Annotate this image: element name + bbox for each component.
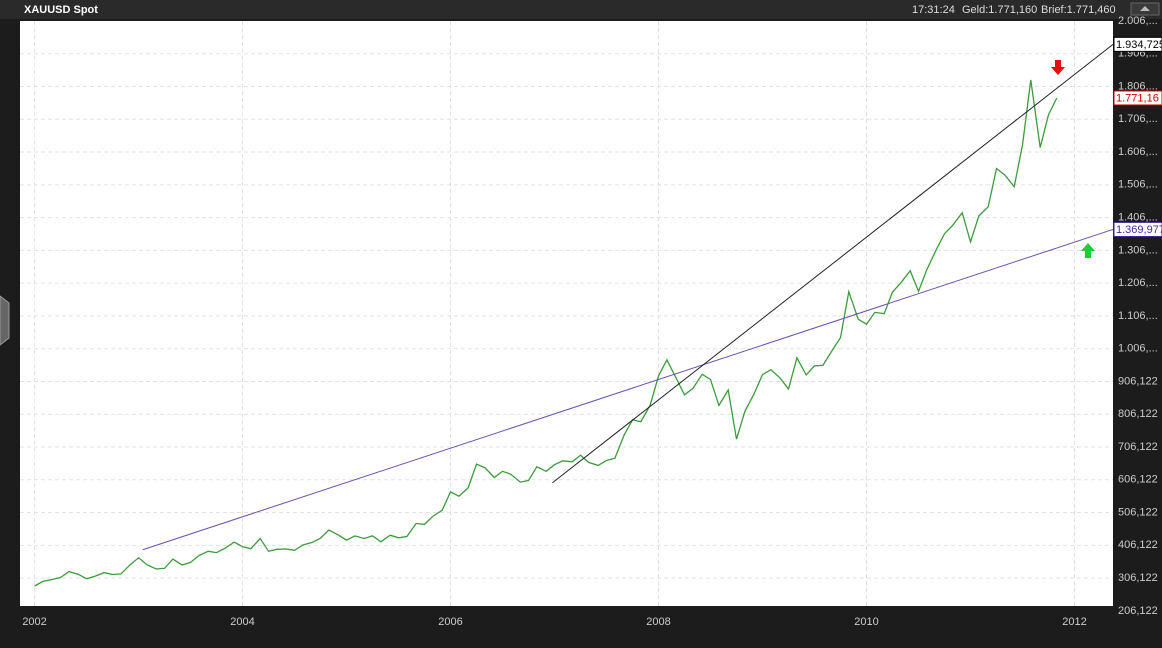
trend-line (142, 228, 1114, 551)
y-tick-label: 806,122 (1118, 408, 1158, 420)
x-tick-label: 2002 (22, 616, 46, 628)
y-tick-label: 1.506,... (1118, 179, 1158, 191)
y-tick-label: 1.306,... (1118, 244, 1158, 256)
x-tick-label: 2012 (1062, 616, 1086, 628)
collapse-icon (1140, 6, 1150, 11)
y-tick-label: 306,122 (1118, 572, 1158, 584)
chart-title: XAUUSD Spot (24, 4, 98, 16)
price-tag-label: 1.934,725 (1116, 39, 1162, 51)
y-tick-label: 1.706,... (1118, 113, 1158, 125)
y-tick-label: 1.106,... (1118, 310, 1158, 322)
y-tick-label: 506,122 (1118, 506, 1158, 518)
header-bid: Geld:1.771,160 (962, 4, 1037, 16)
y-tick-label: 606,122 (1118, 474, 1158, 486)
price-tag-label: 1.369,977 (1116, 224, 1162, 236)
y-tick-label: 206,122 (1118, 605, 1158, 617)
y-tick-label: 1.806,... (1118, 80, 1158, 92)
side-handle[interactable] (0, 295, 10, 346)
x-tick-label: 2008 (646, 616, 670, 628)
x-tick-label: 2010 (854, 616, 878, 628)
y-tick-label: 1.406,... (1118, 212, 1158, 224)
price-tag-label: 1.771,16 (1116, 92, 1159, 104)
y-tick-label: 1.606,... (1118, 146, 1158, 158)
price-tag (1113, 36, 1162, 52)
x-tick-label: 2006 (438, 616, 462, 628)
y-tick-label: 706,122 (1118, 441, 1158, 453)
y-tick-label: 906,122 (1118, 375, 1158, 387)
price-tag (1113, 90, 1162, 106)
buy-arrow (1081, 243, 1095, 258)
sell-arrow (1051, 60, 1065, 75)
x-tick-label: 2004 (230, 616, 254, 628)
y-tick-label: 2.006,... (1118, 15, 1158, 27)
price-tag (1113, 221, 1162, 237)
price-line (34, 79, 1058, 587)
header-time: 17:31:24 (912, 4, 955, 16)
header-bar (0, 0, 1162, 19)
y-tick-label: 406,122 (1118, 539, 1158, 551)
plot-area (20, 21, 1113, 606)
header-ask: Brief:1.771,460 (1041, 4, 1116, 16)
trend-line (552, 43, 1114, 484)
plot-layer: 206,122 306,122 406,122 506,122 606,122 706,1… (20, 15, 1158, 628)
y-tick-label: 1.006,... (1118, 343, 1158, 355)
y-tick-label: 1.206,... (1118, 277, 1158, 289)
